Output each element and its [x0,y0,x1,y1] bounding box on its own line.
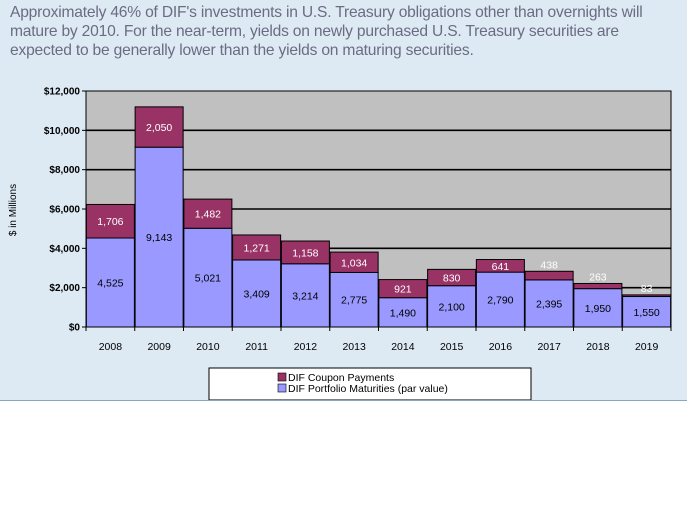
bar-coupons [329,251,379,273]
data-label-coupons: 263 [589,271,607,283]
bar-coupons [134,106,184,148]
data-label-maturities: 5,021 [195,273,221,285]
bar-coupons [232,234,282,261]
x-tick-label: 2017 [537,341,561,353]
x-axis-ticks: 2008 2009 2010 2011 2012 2013 2014 2015 2016 2017… [85,327,672,353]
y-tick-label: $10,000 [44,126,81,137]
y-tick-label: $6,000 [49,205,80,216]
y-tick-label: $12,000 [44,87,81,98]
y-tick-label: $2,000 [49,283,80,294]
stacked-bar-chart: $0 $2,000 $4,000 $6,000 $8,000 $10,000 $12,000… [8,87,672,400]
bar-coupons [622,294,672,298]
y-axis-title: $ in Millions [8,184,19,236]
bar-maturities [573,288,623,328]
data-label-maturities: 3,214 [292,290,318,302]
data-label-coupons: 1,158 [292,247,318,259]
legend-box [208,367,532,400]
bar-coupons [280,240,330,265]
bar-maturities [378,297,428,328]
data-label-coupons: 83 [641,283,653,295]
bar-maturities [85,237,135,328]
legend-label-coupons: DIF Coupon Payments [288,372,394,384]
x-tick-label: 2010 [196,341,220,353]
y-tick-label: $0 [69,323,81,334]
data-label-coupons: 2,050 [146,122,172,134]
data-label-maturities: 2,775 [341,295,367,307]
data-label-coupons: 830 [443,273,461,285]
bar-coupons [475,259,525,273]
data-label-maturities: 2,790 [487,295,513,307]
x-tick-label: 2009 [147,341,171,353]
chart-panel: Approximately 46% of DIF's investments i… [0,0,687,401]
x-tick-label: 2015 [440,341,464,353]
legend-swatch-maturities [277,383,287,393]
bar-maturities [329,271,379,328]
legend: DIF Coupon Payments DIF Portfolio Maturi… [208,367,532,400]
y-axis-ticks: $0 $2,000 $4,000 $6,000 $8,000 $10,000 $12,000 [44,87,86,334]
data-label-coupons: 1,271 [243,242,269,254]
data-label-maturities: 1,490 [390,307,416,319]
data-label-maturities: 4,525 [97,278,123,290]
legend-label-maturities: DIF Portfolio Maturities (par value) [288,383,448,395]
data-label-maturities: 9,143 [146,232,172,244]
bar-maturities [183,227,233,328]
x-tick-label: 2014 [391,341,415,353]
bars: 4,525 1,706 9,143 2,050 5,021 1,482 3,409 1,271… [85,106,672,328]
data-label-coupons: 641 [492,261,510,273]
data-label-coupons: 438 [540,259,558,271]
data-label-coupons: 921 [394,284,412,296]
bar-maturities [134,146,184,328]
data-label-maturities: 2,100 [438,301,464,313]
x-tick-label: 2016 [489,341,513,353]
data-label-maturities: 1,550 [633,307,659,319]
x-tick-label: 2012 [294,341,318,353]
data-label-coupons: 1,034 [341,257,367,269]
bar-maturities [475,271,525,328]
legend-swatch-coupons [277,372,287,382]
data-label-maturities: 1,950 [585,303,611,315]
bar-coupons [183,198,233,229]
bar-maturities [280,263,330,328]
bar-maturities [232,259,282,328]
bar-coupons [378,279,428,299]
x-tick-label: 2013 [342,341,366,353]
bar-coupons [573,282,623,290]
bar-coupons [524,270,574,281]
x-tick-label: 2008 [99,341,123,353]
y-tick-label: $4,000 [49,244,80,255]
data-label-coupons: 1,482 [195,209,221,221]
bar-coupons [85,203,135,239]
data-label-coupons: 1,706 [97,216,123,228]
data-label-maturities: 3,409 [243,288,269,300]
x-tick-label: 2019 [635,341,659,353]
chart-headline: Approximately 46% of DIF's investments i… [10,4,643,59]
bar-coupons [427,268,477,287]
bar-maturities [427,285,477,328]
x-tick-label: 2018 [586,341,610,353]
data-label-maturities: 2,395 [536,298,562,310]
bar-maturities [524,279,574,328]
y-tick-label: $8,000 [49,165,80,176]
x-tick-label: 2011 [245,341,268,353]
